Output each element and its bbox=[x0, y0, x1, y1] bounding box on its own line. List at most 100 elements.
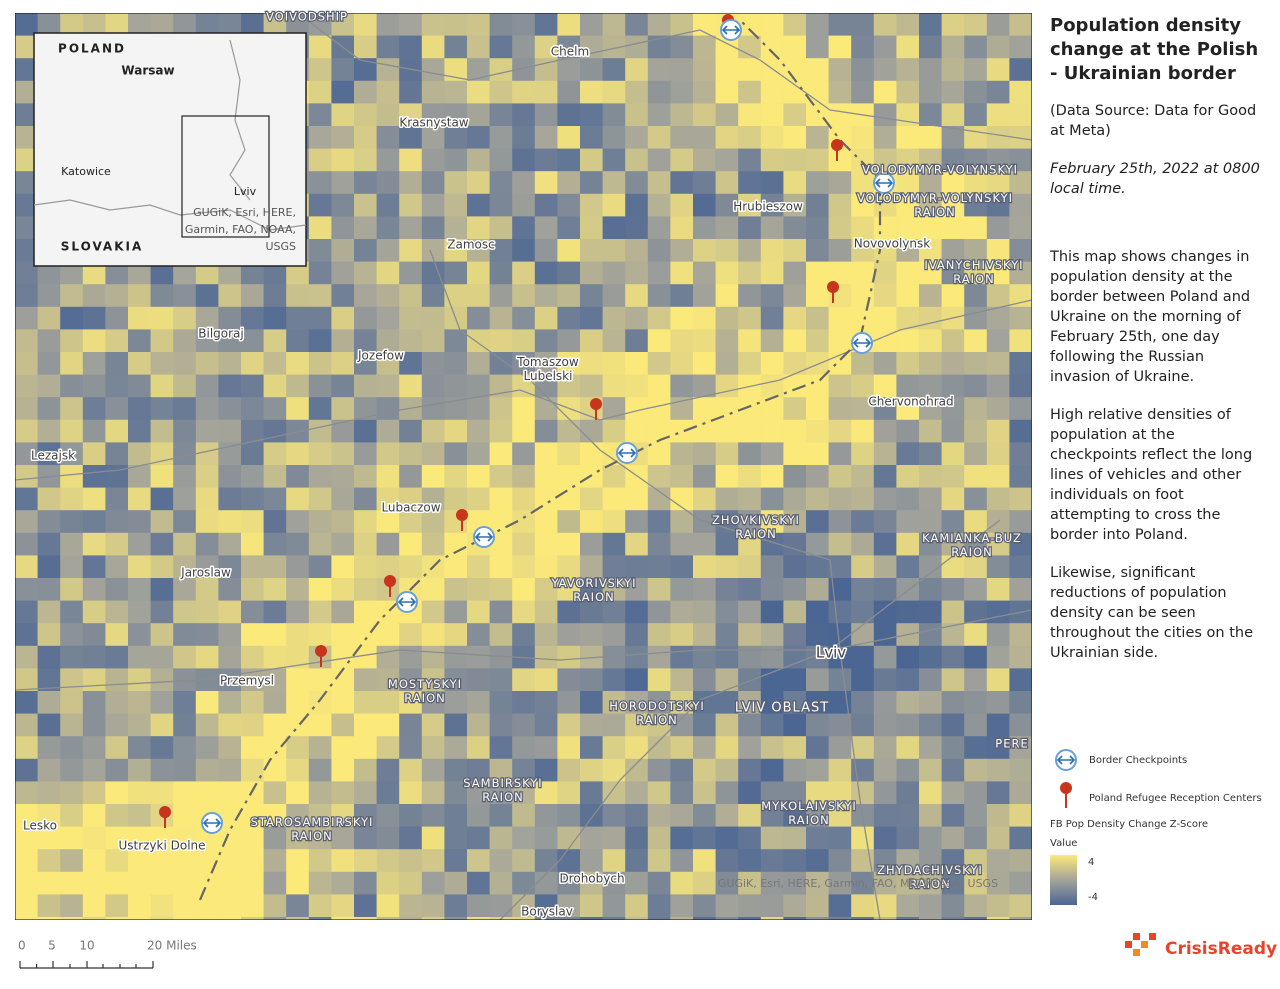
grid-cell bbox=[489, 804, 513, 828]
map-label: MYKOLAIVSKYI RAION bbox=[761, 799, 857, 827]
grid-cell bbox=[354, 148, 378, 172]
grid-cell bbox=[60, 397, 84, 421]
grid-cell bbox=[60, 826, 84, 850]
grid-cell bbox=[241, 329, 265, 353]
grid-cell bbox=[738, 871, 762, 895]
grid-cell bbox=[15, 35, 39, 59]
grid-cell bbox=[986, 419, 1010, 443]
map-label: Chervonohrad bbox=[868, 395, 953, 409]
grid-cell bbox=[218, 510, 242, 534]
grid-cell bbox=[60, 329, 84, 353]
grid-cell bbox=[783, 487, 807, 511]
grid-cell bbox=[534, 487, 558, 511]
grid-cell bbox=[195, 465, 219, 489]
grid-cell bbox=[376, 668, 400, 692]
grid-cell bbox=[941, 623, 965, 647]
grid-cell bbox=[647, 668, 671, 692]
grid-cell bbox=[625, 193, 649, 217]
grid-cell bbox=[580, 487, 604, 511]
grid-cell bbox=[37, 804, 61, 828]
grid-cell bbox=[308, 510, 332, 534]
grid-cell bbox=[421, 329, 445, 353]
grid-cell bbox=[896, 126, 920, 150]
grid-cell bbox=[354, 35, 378, 59]
map-label: LVIV OBLAST bbox=[735, 701, 829, 716]
grid-cell bbox=[919, 329, 943, 353]
grid-cell bbox=[286, 329, 310, 353]
grid-cell bbox=[150, 419, 174, 443]
grid-cell bbox=[534, 555, 558, 579]
map-label: MOSTYSKYI RAION bbox=[388, 677, 462, 705]
grid-cell bbox=[851, 645, 875, 669]
grid-cell bbox=[693, 261, 717, 285]
grid-cell bbox=[580, 374, 604, 398]
map-label: Przemysl bbox=[220, 674, 274, 688]
grid-cell bbox=[896, 442, 920, 466]
grid-cell bbox=[150, 917, 174, 920]
grid-cell bbox=[580, 871, 604, 895]
grid-cell bbox=[173, 284, 197, 308]
grid-cell bbox=[783, 261, 807, 285]
grid-cell bbox=[693, 826, 717, 850]
grid-cell bbox=[444, 623, 468, 647]
grid-cell bbox=[986, 668, 1010, 692]
grid-cell bbox=[919, 103, 943, 127]
grid-cell bbox=[354, 126, 378, 150]
grid-cell bbox=[625, 600, 649, 624]
grid-cell bbox=[286, 487, 310, 511]
grid-cell bbox=[783, 758, 807, 782]
grid-cell bbox=[15, 329, 39, 353]
grid-cell bbox=[919, 306, 943, 330]
grid-cell bbox=[964, 80, 988, 104]
grid-cell bbox=[308, 239, 332, 263]
grid-cell bbox=[399, 284, 423, 308]
grid-cell bbox=[218, 555, 242, 579]
grid-cell bbox=[444, 193, 468, 217]
grid-cell bbox=[760, 578, 784, 602]
grid-cell bbox=[783, 35, 807, 59]
grid-cell bbox=[1009, 261, 1032, 285]
grid-cell bbox=[286, 645, 310, 669]
grid-cell bbox=[241, 623, 265, 647]
grid-cell bbox=[896, 193, 920, 217]
grid-cell bbox=[896, 465, 920, 489]
grid-cell bbox=[647, 691, 671, 715]
grid-cell bbox=[738, 600, 762, 624]
grid-cell bbox=[150, 894, 174, 918]
grid-cell bbox=[738, 58, 762, 82]
grid-cell bbox=[986, 736, 1010, 760]
grid-cell bbox=[738, 826, 762, 850]
grid-cell bbox=[195, 555, 219, 579]
grid-cell bbox=[919, 193, 943, 217]
grid-cell bbox=[738, 126, 762, 150]
grid-cell bbox=[286, 555, 310, 579]
grid-cell bbox=[1009, 713, 1032, 737]
grid-cell bbox=[105, 691, 129, 715]
grid-cell bbox=[286, 397, 310, 421]
grid-cell bbox=[489, 487, 513, 511]
grid-cell bbox=[693, 419, 717, 443]
grid-cell bbox=[580, 13, 604, 37]
grid-cell bbox=[173, 645, 197, 669]
grid-cell bbox=[602, 781, 626, 805]
reception-center bbox=[827, 281, 839, 293]
grid-cell bbox=[557, 578, 581, 602]
grid-cell bbox=[218, 871, 242, 895]
grid-cell bbox=[128, 600, 152, 624]
grid-cell bbox=[828, 645, 852, 669]
grid-cell bbox=[647, 80, 671, 104]
grid-cell bbox=[783, 374, 807, 398]
grid-cell bbox=[738, 623, 762, 647]
grid-cell bbox=[941, 781, 965, 805]
grid-cell bbox=[1009, 329, 1032, 353]
reception-center bbox=[384, 575, 396, 587]
grid-cell bbox=[693, 103, 717, 127]
grid-cell bbox=[738, 239, 762, 263]
grid-cell bbox=[376, 419, 400, 443]
grid-cell bbox=[489, 216, 513, 240]
grid-cell bbox=[218, 578, 242, 602]
grid-cell bbox=[1009, 374, 1032, 398]
grid-cell bbox=[602, 804, 626, 828]
grid-cell bbox=[308, 894, 332, 918]
grid-cell bbox=[399, 532, 423, 556]
